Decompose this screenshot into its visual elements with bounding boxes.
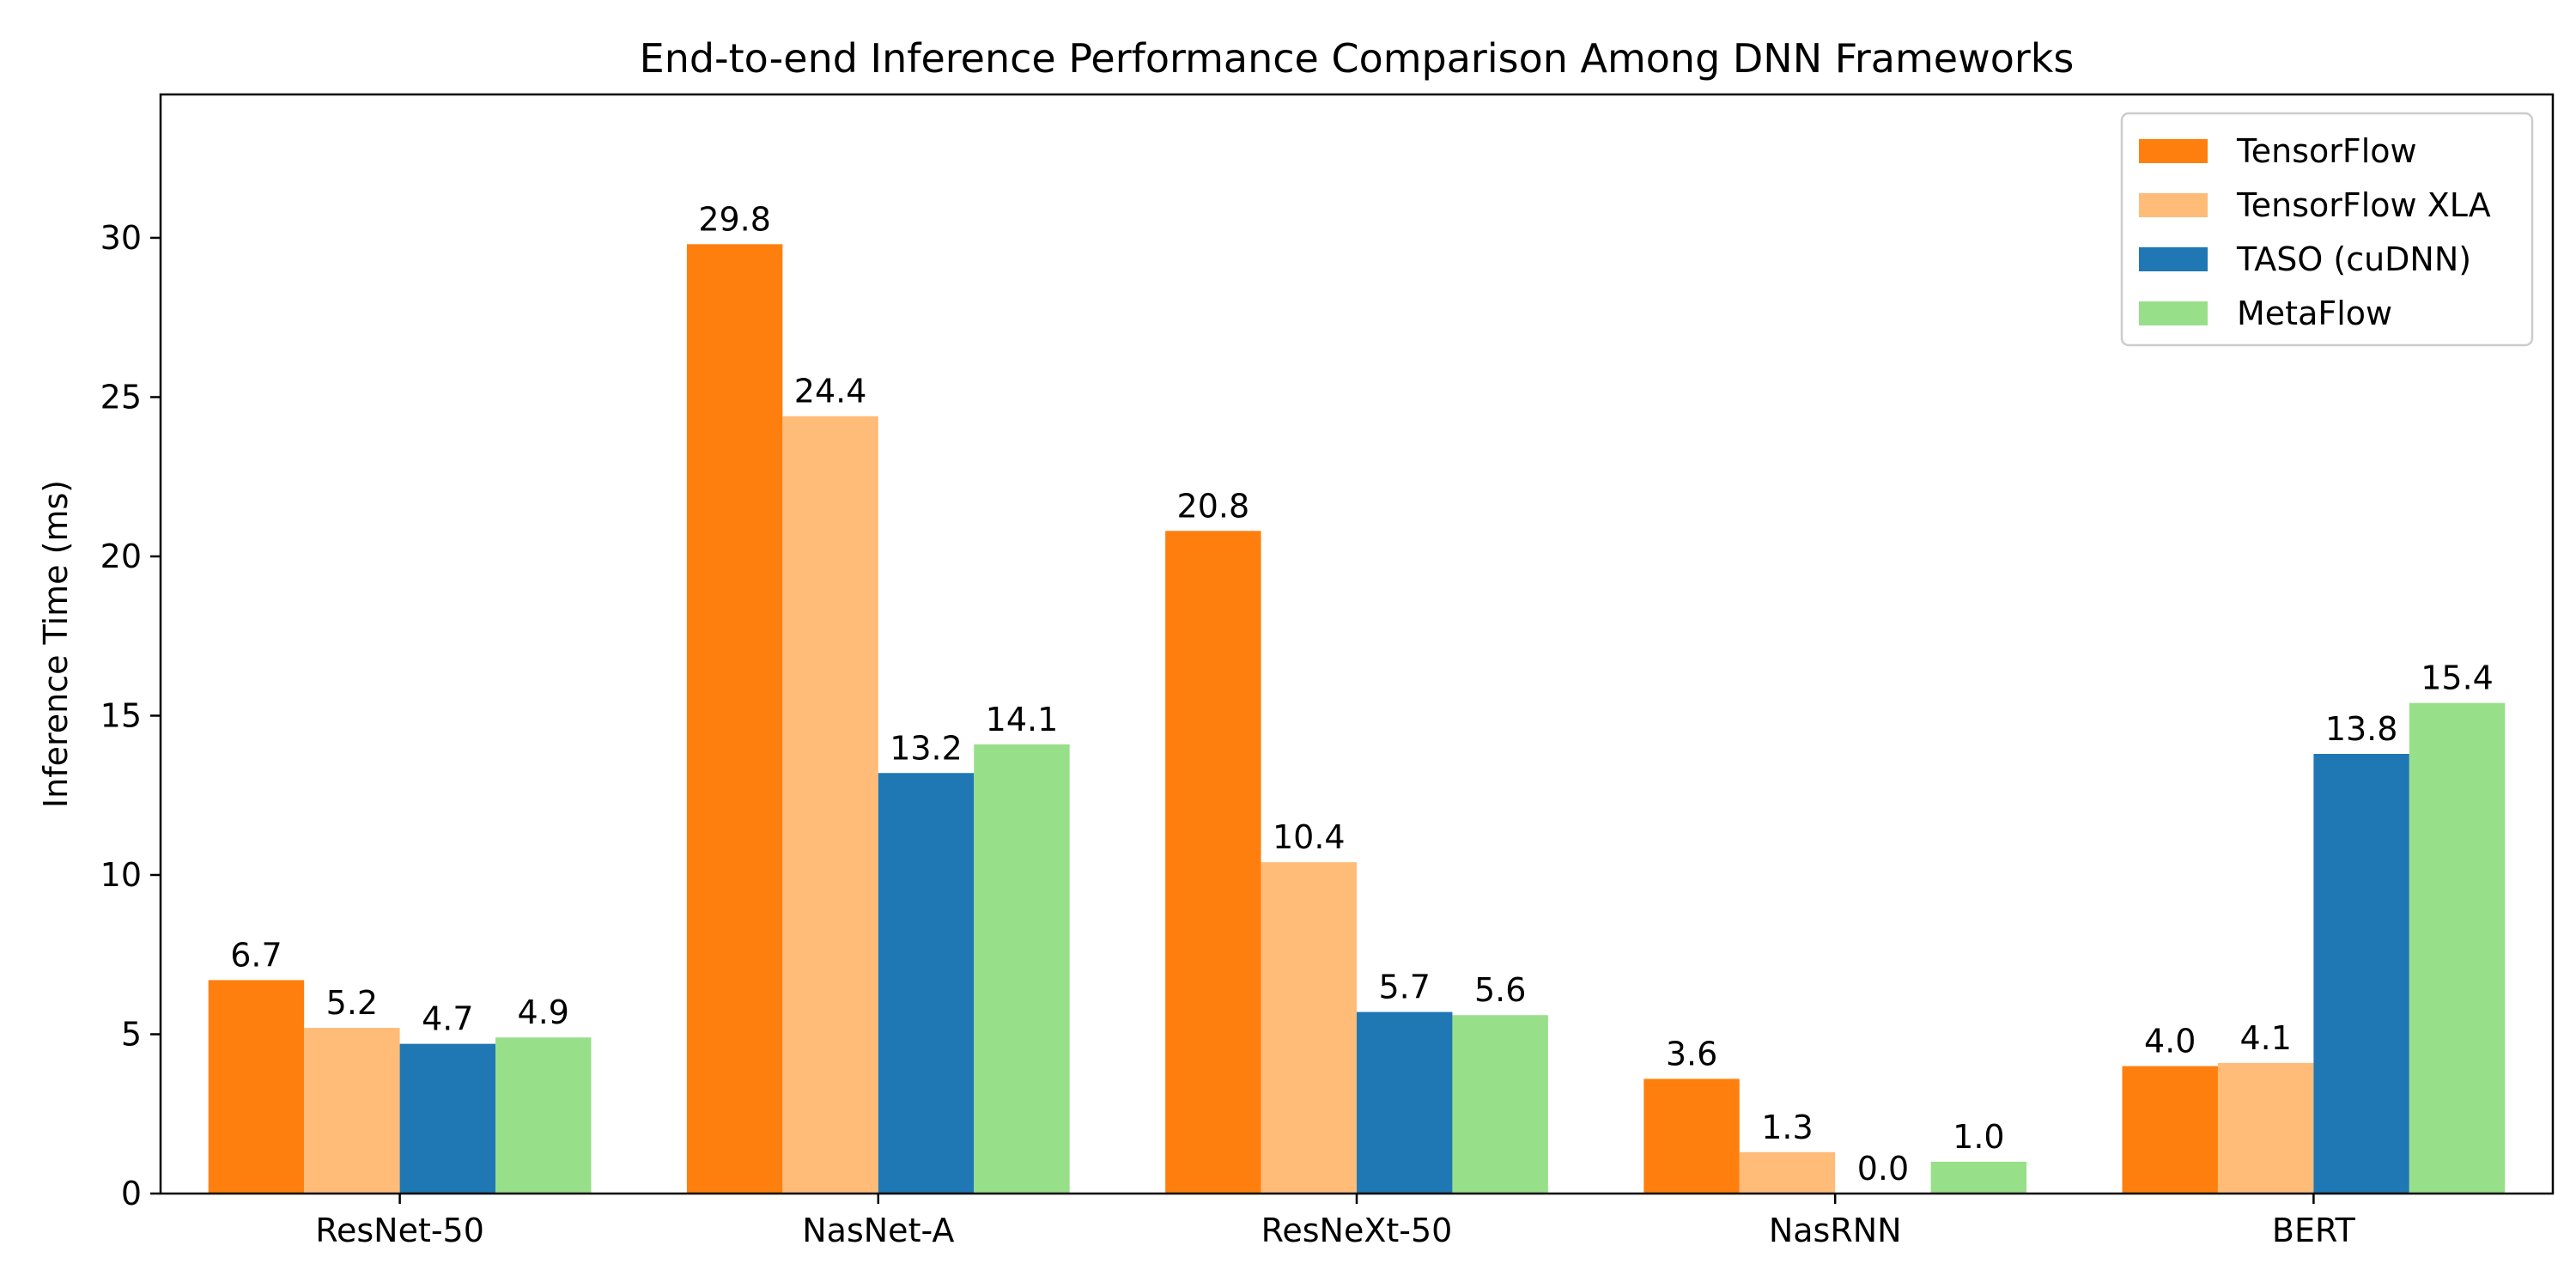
data-label: 4.1: [2239, 1019, 2291, 1057]
bar-nasnet-a-0: [686, 244, 783, 1194]
legend-swatch: [2139, 301, 2208, 325]
y-tick-label: 30: [100, 219, 142, 257]
axes-layer: 0 5 10 15 20 25 30 ResNet-50 NasNet-A ResNeXt-50 N…: [100, 93, 2555, 1249]
x-tick-label: BERT: [2272, 1212, 2356, 1249]
data-label: 4.0: [2144, 1023, 2196, 1060]
bar-resnext-50-1: [1261, 862, 1357, 1194]
bar-nasrnn-0: [1643, 1078, 1740, 1194]
data-label: 13.8: [2325, 710, 2398, 748]
legend-box: [2120, 112, 2534, 347]
legend-label: TASO (cuDNN): [2236, 240, 2471, 278]
bar-resnext-50-2: [1357, 1012, 1453, 1194]
data-label: 5.2: [326, 984, 378, 1022]
bar-resnext-50-3: [1452, 1015, 1548, 1194]
bar-nasnet-a-1: [782, 416, 878, 1194]
legend-swatch: [2139, 139, 2208, 163]
data-labels-layer: 6.7 29.8 20.8 3.6 4.0 5.2 24.4 10.4 1.3 4.1 4.7 13.…: [230, 200, 2494, 1188]
legend-label: TensorFlow XLA: [2236, 186, 2491, 224]
y-tick-label: 5: [121, 1015, 142, 1053]
data-label: 14.1: [986, 701, 1059, 738]
y-tick-label: 0: [121, 1175, 142, 1212]
legend-label: TensorFlow: [2236, 132, 2417, 170]
data-label: 10.4: [1273, 818, 1346, 856]
x-tick-label: ResNet-50: [315, 1212, 484, 1249]
data-label: 6.7: [230, 936, 282, 974]
y-tick-label: 20: [100, 538, 142, 575]
data-label: 5.7: [1379, 969, 1431, 1006]
y-tick-label: 15: [100, 696, 142, 734]
data-label: 1.0: [1953, 1118, 2004, 1156]
data-label: 0.0: [1857, 1150, 1909, 1188]
bar-resnet-50-3: [495, 1037, 592, 1194]
y-tick-label: 25: [100, 378, 142, 416]
bar-nasrnn-3: [1930, 1161, 2027, 1194]
data-label: 29.8: [698, 200, 771, 238]
bar-nasrnn-1: [1739, 1151, 1836, 1194]
x-tick-label: NasRNN: [1769, 1212, 1902, 1249]
chart-title: End-to-end Inference Performance Compari…: [640, 35, 2075, 82]
bar-nasnet-a-3: [974, 744, 1070, 1194]
x-tick-label: NasNet-A: [802, 1212, 954, 1249]
data-label: 13.2: [890, 729, 963, 767]
data-label: 3.6: [1666, 1035, 1717, 1072]
data-label: 4.7: [422, 1000, 473, 1038]
legend-swatch: [2139, 247, 2208, 271]
legend: TensorFlow TensorFlow XLA TASO (cuDNN) Meta…: [2120, 112, 2534, 347]
bar-resnet-50-0: [208, 980, 305, 1194]
x-tick-label: ResNeXt-50: [1261, 1212, 1453, 1249]
bar-bert-3: [2409, 702, 2506, 1194]
data-label: 4.9: [518, 993, 569, 1031]
data-label: 20.8: [1177, 487, 1250, 525]
data-label: 1.3: [1761, 1109, 1813, 1146]
legend-label: MetaFlow: [2237, 295, 2392, 332]
data-label: 15.4: [2421, 659, 2494, 697]
bar-resnext-50-0: [1165, 531, 1261, 1194]
y-tick-label: 10: [100, 856, 142, 894]
data-label: 5.6: [1474, 971, 1526, 1009]
bars-layer: [208, 244, 2506, 1194]
bar-bert-0: [2122, 1066, 2218, 1194]
y-axis-title: Inference Time (ms): [37, 480, 75, 808]
data-label: 24.4: [794, 373, 867, 410]
bar-nasnet-a-2: [878, 773, 975, 1194]
bar-resnet-50-2: [399, 1043, 496, 1194]
legend-swatch: [2139, 193, 2208, 217]
bar-bert-2: [2313, 754, 2409, 1194]
bar-resnet-50-1: [304, 1028, 400, 1194]
bar-bert-1: [2217, 1062, 2314, 1194]
